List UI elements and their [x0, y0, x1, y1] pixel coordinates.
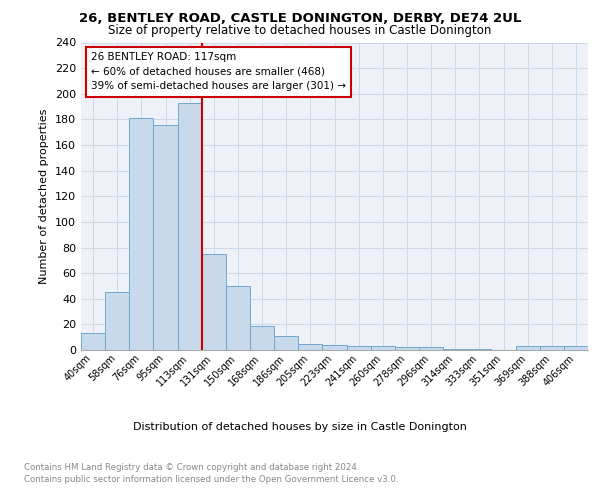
Text: Contains HM Land Registry data © Crown copyright and database right 2024.: Contains HM Land Registry data © Crown c…	[24, 462, 359, 471]
Bar	[347, 346, 371, 350]
Bar	[105, 292, 129, 350]
Bar	[250, 326, 274, 350]
Bar	[443, 348, 467, 350]
Bar	[322, 345, 347, 350]
Text: Distribution of detached houses by size in Castle Donington: Distribution of detached houses by size …	[133, 422, 467, 432]
Bar	[419, 348, 443, 350]
Y-axis label: Number of detached properties: Number of detached properties	[40, 108, 49, 284]
Bar	[515, 346, 540, 350]
Bar	[274, 336, 298, 350]
Bar	[129, 118, 154, 350]
Bar	[564, 346, 588, 350]
Text: Size of property relative to detached houses in Castle Donington: Size of property relative to detached ho…	[109, 24, 491, 37]
Text: 26 BENTLEY ROAD: 117sqm
← 60% of detached houses are smaller (468)
39% of semi-d: 26 BENTLEY ROAD: 117sqm ← 60% of detache…	[91, 52, 346, 92]
Bar	[81, 334, 105, 350]
Bar	[202, 254, 226, 350]
Bar	[178, 102, 202, 350]
Bar	[395, 348, 419, 350]
Bar	[467, 348, 491, 350]
Bar	[540, 346, 564, 350]
Bar	[154, 124, 178, 350]
Text: 26, BENTLEY ROAD, CASTLE DONINGTON, DERBY, DE74 2UL: 26, BENTLEY ROAD, CASTLE DONINGTON, DERB…	[79, 12, 521, 26]
Bar	[226, 286, 250, 350]
Bar	[371, 346, 395, 350]
Text: Contains public sector information licensed under the Open Government Licence v3: Contains public sector information licen…	[24, 475, 398, 484]
Bar	[298, 344, 322, 350]
